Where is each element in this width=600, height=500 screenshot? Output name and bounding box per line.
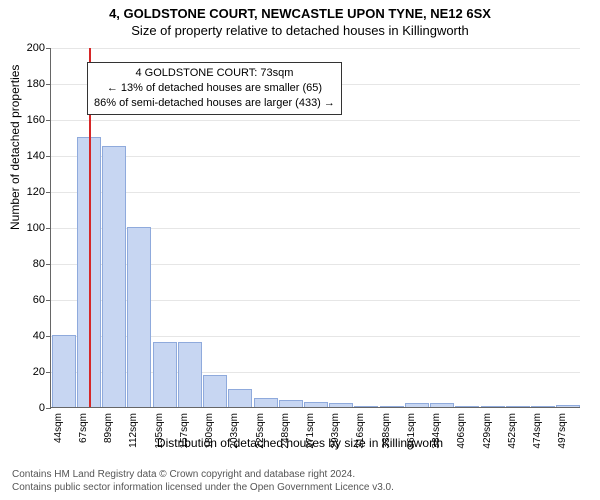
y-tick-label: 100	[15, 222, 45, 234]
y-tick	[46, 192, 51, 193]
page-title-subtitle: Size of property relative to detached ho…	[0, 21, 600, 38]
histogram-bar	[430, 403, 454, 407]
x-axis-label: Distribution of detached houses by size …	[0, 436, 600, 450]
plot-area: 02040608010012014016018020044sqm67sqm89s…	[50, 48, 580, 408]
y-tick	[46, 84, 51, 85]
y-tick	[46, 408, 51, 409]
histogram-bar	[254, 398, 278, 407]
histogram-bar	[354, 406, 378, 407]
page-title-address: 4, GOLDSTONE COURT, NEWCASTLE UPON TYNE,…	[0, 0, 600, 21]
gridline	[51, 192, 580, 193]
histogram-bar	[481, 406, 505, 407]
y-tick	[46, 120, 51, 121]
y-tick	[46, 156, 51, 157]
histogram-bar	[506, 406, 530, 407]
y-tick-label: 60	[15, 294, 45, 306]
histogram-bar	[304, 402, 328, 407]
y-tick-label: 20	[15, 366, 45, 378]
y-tick-label: 120	[15, 186, 45, 198]
y-tick-label: 160	[15, 114, 45, 126]
y-tick	[46, 228, 51, 229]
histogram-bar	[279, 400, 303, 407]
y-tick-label: 40	[15, 330, 45, 342]
histogram-bar	[153, 342, 177, 407]
footer-line-2: Contains public sector information licen…	[12, 481, 588, 494]
y-tick	[46, 372, 51, 373]
y-tick-label: 180	[15, 78, 45, 90]
gridline	[51, 48, 580, 49]
footer-attribution: Contains HM Land Registry data © Crown c…	[12, 468, 588, 494]
histogram-bar	[178, 342, 202, 407]
callout-line: 4 GOLDSTONE COURT: 73sqm	[94, 66, 335, 81]
chart-area: 02040608010012014016018020044sqm67sqm89s…	[50, 48, 580, 408]
histogram-bar	[455, 406, 479, 407]
y-tick	[46, 264, 51, 265]
histogram-bar	[102, 146, 126, 407]
y-tick-label: 0	[15, 402, 45, 414]
histogram-bar	[228, 389, 252, 407]
histogram-bar	[531, 406, 555, 407]
gridline	[51, 156, 580, 157]
y-tick-label: 80	[15, 258, 45, 270]
footer-line-1: Contains HM Land Registry data © Crown c…	[12, 468, 588, 481]
callout-line: ← 13% of detached houses are smaller (65…	[94, 81, 335, 96]
callout-box: 4 GOLDSTONE COURT: 73sqm← 13% of detache…	[87, 62, 342, 115]
gridline	[51, 120, 580, 121]
histogram-bar	[203, 375, 227, 407]
histogram-bar	[127, 227, 151, 407]
y-tick-label: 200	[15, 42, 45, 54]
y-tick	[46, 300, 51, 301]
y-tick	[46, 336, 51, 337]
histogram-bar	[329, 403, 353, 407]
histogram-bar	[380, 406, 404, 407]
histogram-bar	[52, 335, 76, 407]
histogram-bar	[556, 405, 580, 407]
y-tick	[46, 48, 51, 49]
histogram-bar	[405, 403, 429, 407]
callout-line: 86% of semi-detached houses are larger (…	[94, 96, 335, 111]
y-tick-label: 140	[15, 150, 45, 162]
